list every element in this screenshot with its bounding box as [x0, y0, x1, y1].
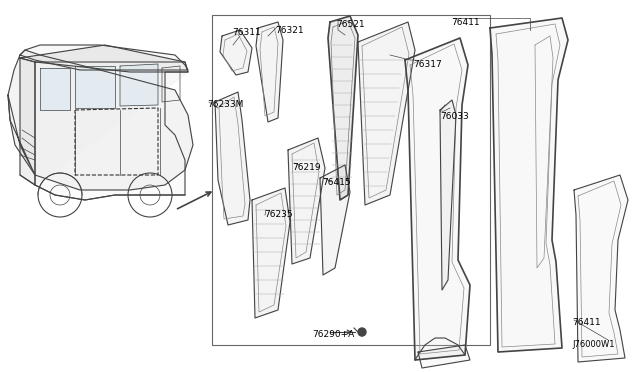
Polygon shape — [215, 92, 250, 225]
Polygon shape — [40, 68, 70, 110]
Text: 76321: 76321 — [275, 26, 303, 35]
Bar — [212, 15, 490, 345]
Polygon shape — [288, 138, 325, 264]
Polygon shape — [35, 62, 188, 185]
Polygon shape — [320, 165, 350, 275]
Text: 76311: 76311 — [232, 28, 260, 37]
Text: 76233M: 76233M — [207, 100, 243, 109]
Polygon shape — [256, 22, 283, 122]
Polygon shape — [328, 16, 358, 200]
Polygon shape — [358, 22, 415, 205]
Polygon shape — [405, 38, 470, 360]
Polygon shape — [20, 45, 188, 72]
Text: 76235: 76235 — [264, 210, 292, 219]
Polygon shape — [20, 45, 188, 70]
Text: J76000W1: J76000W1 — [572, 340, 614, 349]
Polygon shape — [220, 30, 252, 75]
Polygon shape — [75, 66, 115, 108]
Polygon shape — [8, 50, 193, 190]
Text: 76033: 76033 — [440, 112, 468, 121]
Text: 76521: 76521 — [336, 20, 365, 29]
Circle shape — [358, 328, 366, 336]
Polygon shape — [35, 62, 188, 200]
Polygon shape — [574, 175, 628, 362]
Polygon shape — [252, 188, 290, 318]
Polygon shape — [20, 58, 35, 185]
Polygon shape — [120, 64, 158, 106]
Polygon shape — [418, 345, 470, 368]
Text: 76415: 76415 — [322, 178, 351, 187]
Polygon shape — [490, 18, 568, 352]
Polygon shape — [440, 100, 456, 290]
Text: 76411: 76411 — [451, 18, 479, 27]
Text: 76411: 76411 — [572, 318, 600, 327]
Text: 76290+A: 76290+A — [312, 330, 355, 339]
Text: 76219: 76219 — [292, 163, 321, 172]
Text: 76317: 76317 — [413, 60, 442, 69]
